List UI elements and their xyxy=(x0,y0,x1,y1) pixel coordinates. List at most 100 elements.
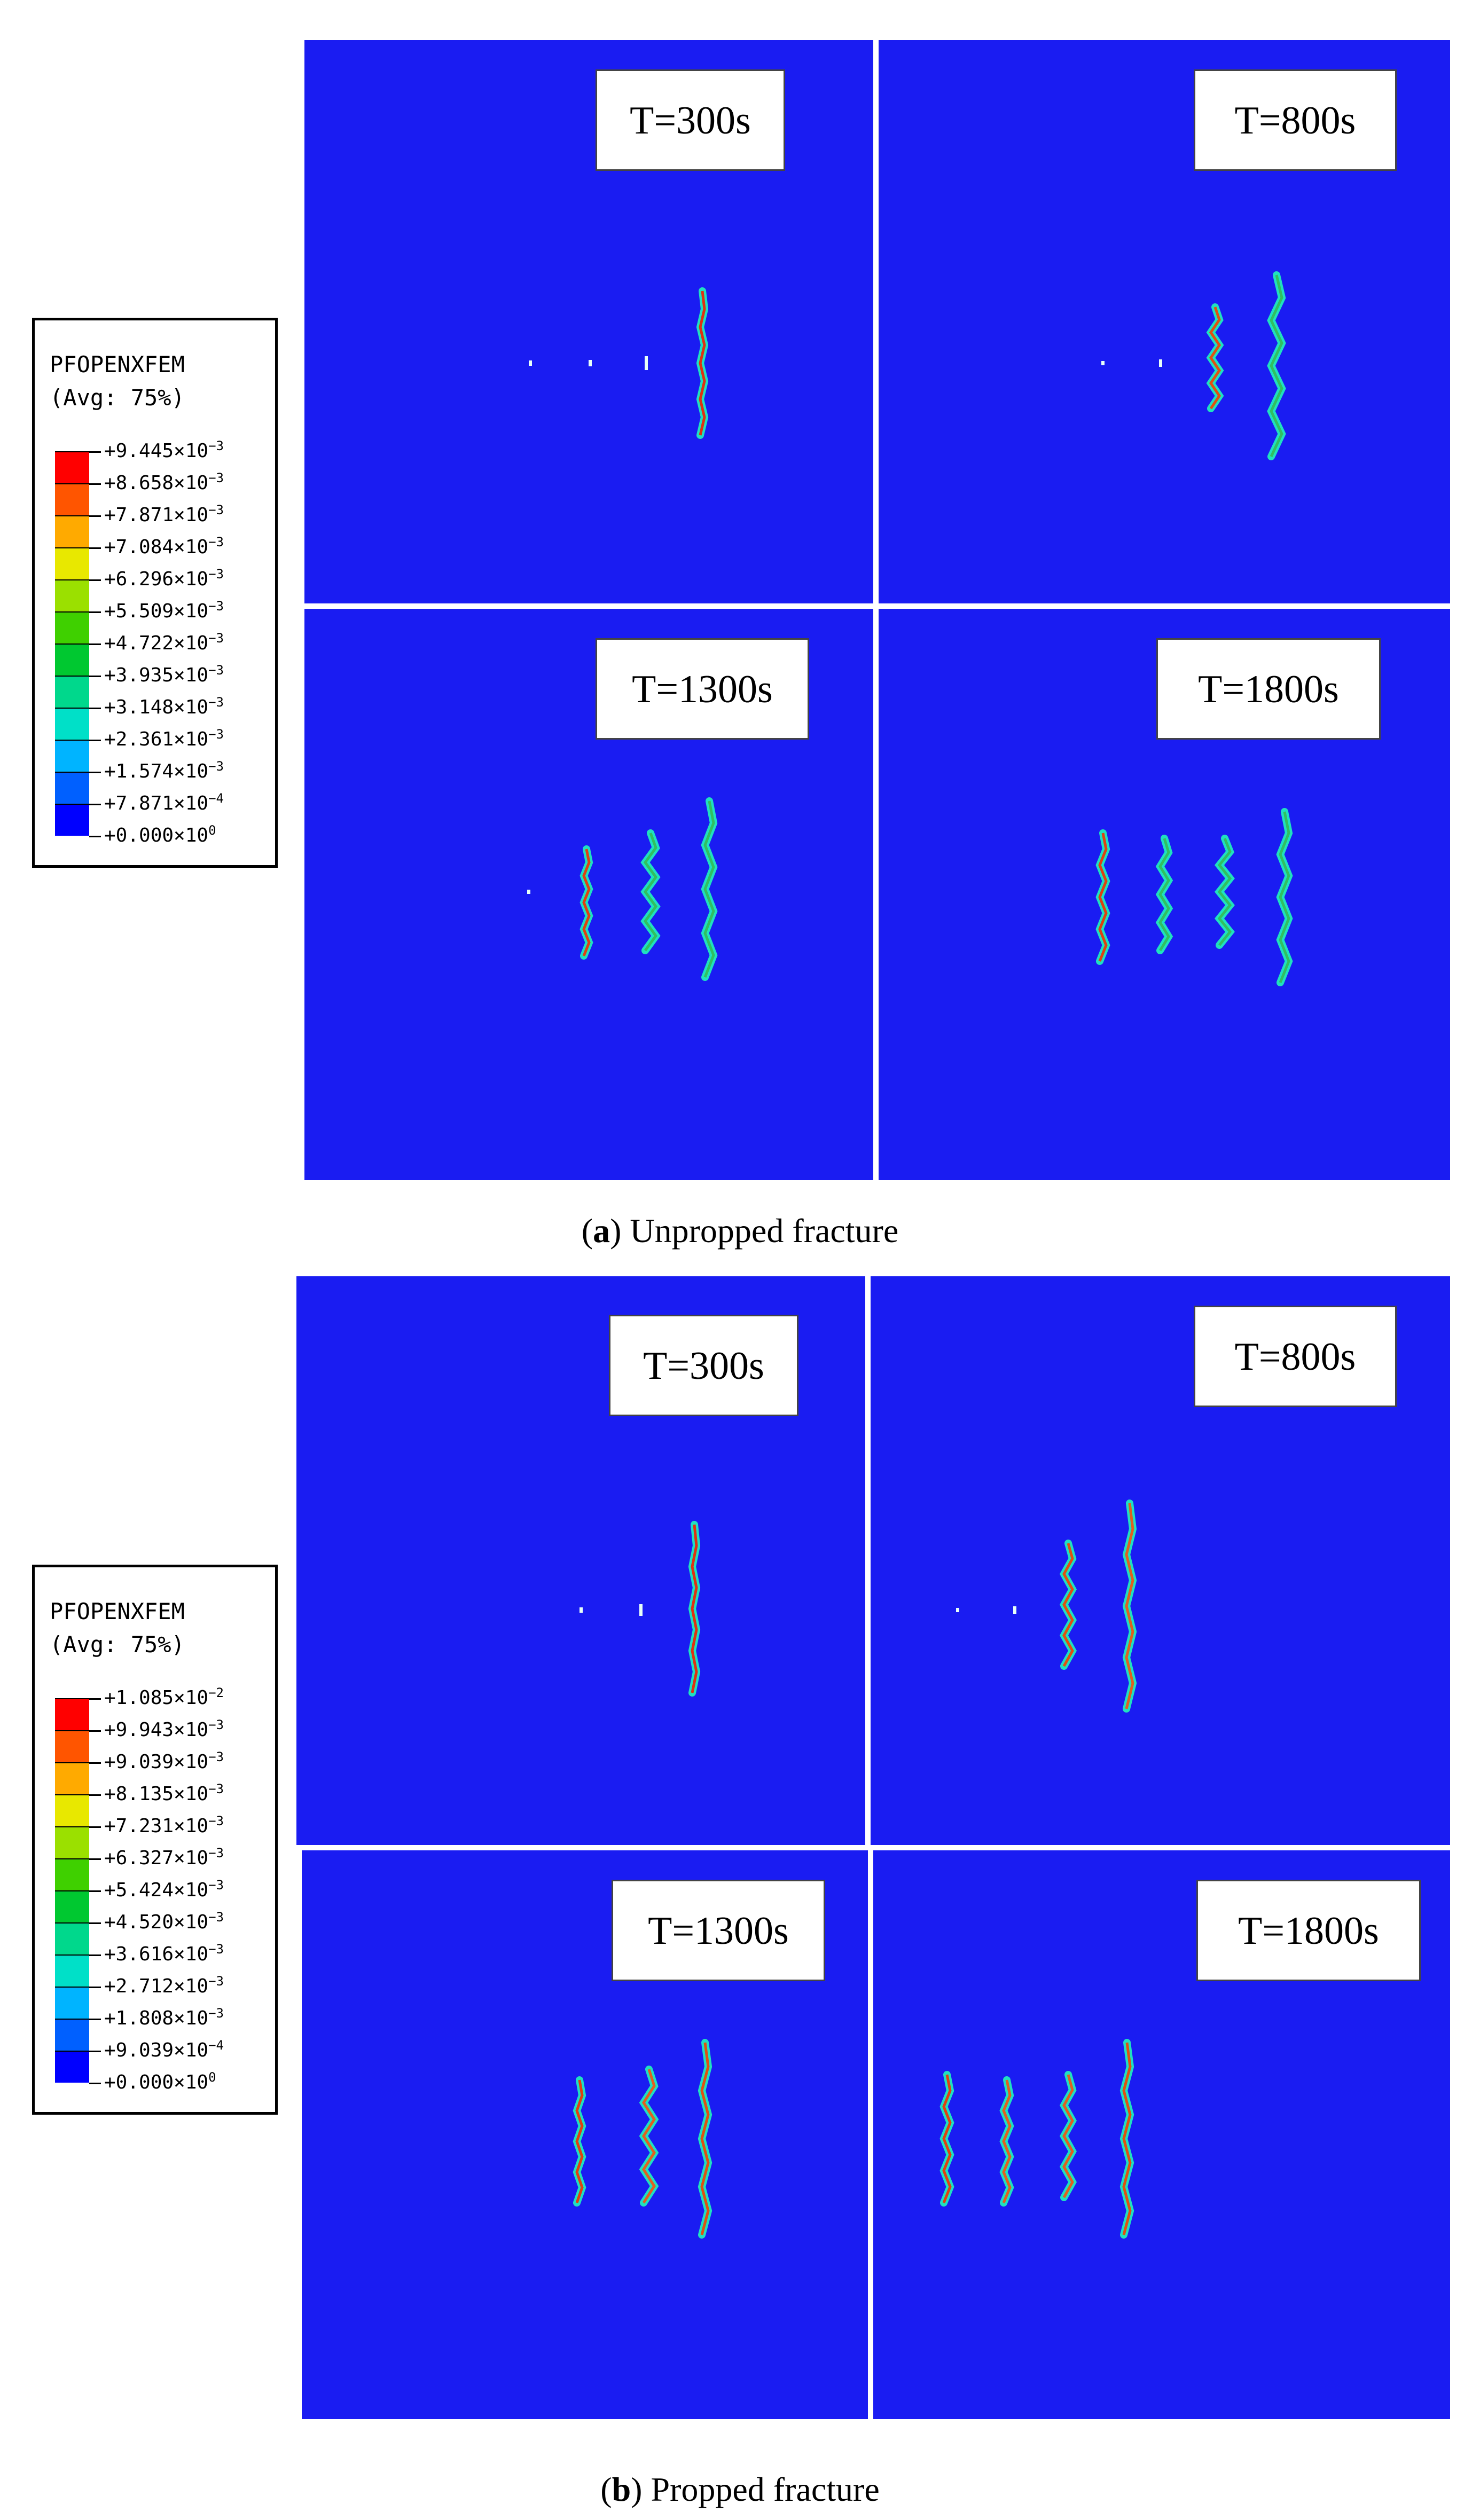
legend-color-band xyxy=(55,1698,89,1730)
caption-letter: a xyxy=(593,1212,610,1250)
fracture-seed xyxy=(639,1604,643,1616)
legend-color-band xyxy=(55,740,89,772)
legend-color-band xyxy=(55,1826,89,1858)
legend-tick xyxy=(89,2019,101,2020)
legend-tick xyxy=(89,1826,101,1828)
fracture-trace xyxy=(1122,1500,1137,1713)
legend-scale: +1.085×10−2 +9.943×10−3 +9.039×10−3 +8.135×… xyxy=(55,1686,279,2093)
legend-color-band xyxy=(55,772,89,804)
legend-tick xyxy=(89,1987,101,1988)
fracture-field xyxy=(956,1500,1137,1713)
fracture-trace xyxy=(1206,303,1224,412)
legend-tick xyxy=(89,579,101,581)
caption-text: Propped fracture xyxy=(651,2470,880,2508)
legend-level-label: +4.722×10−3 xyxy=(104,631,224,654)
legend-color-band xyxy=(55,451,89,483)
fracture-trace xyxy=(1059,1540,1077,1670)
legend-color-band xyxy=(55,611,89,643)
legend-color-band xyxy=(55,708,89,740)
panel-t1300: T=1300s xyxy=(304,609,873,1180)
legend-level-label: +2.361×10−3 xyxy=(104,727,224,750)
legend-level-label: +9.445×10−3 xyxy=(104,438,224,462)
fracture-trace xyxy=(640,829,661,954)
fracture-trace xyxy=(573,2076,586,2207)
legend-tick xyxy=(89,2083,101,2084)
legend-color-band xyxy=(55,515,89,547)
legend-color-band xyxy=(55,2051,89,2083)
legend-scale: +9.445×10−3 +8.658×10−3 +7.871×10−3 +7.084×… xyxy=(55,439,279,846)
legend-level-label: +9.039×10−3 xyxy=(104,1749,224,1773)
legend-color-band xyxy=(55,1922,89,1954)
legend-level-label: +7.871×10−4 xyxy=(104,791,224,814)
caption-letter: b xyxy=(612,2470,631,2508)
legend-level-label: +5.509×10−3 xyxy=(104,599,224,622)
legend-color-band xyxy=(55,643,89,676)
legend-tick xyxy=(89,1954,101,1956)
time-label: T=300s xyxy=(609,1315,798,1416)
panel-t800: T=800s xyxy=(871,1276,1450,1845)
fracture-trace xyxy=(639,2066,659,2207)
fracture-seed xyxy=(529,360,532,366)
legend-color-band xyxy=(55,1954,89,1987)
fracture-trace xyxy=(999,2076,1014,2207)
fracture-field xyxy=(573,2039,712,2239)
section-propped: PFOPENXFEM (Avg: 75%) +1.085×10−2 +9.943×… xyxy=(0,1266,1480,2520)
legend-title: PFOPENXFEM xyxy=(50,1598,185,1624)
time-label: T=1300s xyxy=(612,1880,825,1981)
legend-level-label: +8.658×10−3 xyxy=(104,470,224,494)
legend-tick xyxy=(89,708,101,709)
panel-t800: T=800s xyxy=(879,40,1450,603)
legend-tick xyxy=(89,515,101,517)
legend-level-label: +7.231×10−3 xyxy=(104,1814,224,1837)
legend-level-label: +1.808×10−3 xyxy=(104,2006,224,2029)
color-legend: PFOPENXFEM (Avg: 75%) +9.445×10−3 +8.658×… xyxy=(32,318,278,868)
legend-color-band xyxy=(55,483,89,515)
legend-tick xyxy=(89,1762,101,1764)
legend-tick xyxy=(89,836,101,837)
legend-color-band xyxy=(55,1858,89,1890)
fracture-trace xyxy=(696,287,709,439)
legend-level-label: +9.943×10−3 xyxy=(104,1717,224,1741)
legend-level-label: +0.000×100 xyxy=(104,2070,216,2093)
fracture-seed xyxy=(589,360,592,366)
legend-color-band xyxy=(55,1730,89,1762)
legend-color-band xyxy=(55,1890,89,1922)
caption-text: Unpropped fracture xyxy=(630,1212,899,1250)
legend-level-label: +9.039×10−4 xyxy=(104,2038,224,2061)
fracture-trace xyxy=(701,797,718,981)
caption: (a) Unpropped fracture xyxy=(581,1212,899,1250)
panel-t1800: T=1800s xyxy=(873,1850,1450,2419)
legend-tick xyxy=(89,547,101,549)
legend-tick xyxy=(89,1858,101,1860)
color-legend: PFOPENXFEM (Avg: 75%) +1.085×10−2 +9.943×… xyxy=(32,1565,278,2115)
fracture-seed xyxy=(527,890,530,894)
legend-level-label: +4.520×10−3 xyxy=(104,1910,224,1933)
fracture-seed xyxy=(580,1607,583,1613)
legend-tick xyxy=(89,483,101,485)
legend-tick xyxy=(89,1922,101,1924)
fracture-seed xyxy=(1101,361,1105,365)
legend-tick xyxy=(89,1698,101,1700)
panel-t300: T=300s xyxy=(304,40,873,603)
legend-level-label: +3.935×10−3 xyxy=(104,663,224,686)
time-label: T=1300s xyxy=(596,638,809,740)
fracture-trace xyxy=(1059,2071,1077,2201)
fracture-trace xyxy=(1119,2039,1134,2239)
legend-color-band xyxy=(55,804,89,836)
legend-color-band xyxy=(55,579,89,611)
panel-t1800: T=1800s xyxy=(879,609,1450,1180)
fracture-field xyxy=(1101,271,1286,460)
legend-level-label: +2.712×10−3 xyxy=(104,1974,224,1997)
legend-color-band xyxy=(55,547,89,579)
legend-level-label: +6.327×10−3 xyxy=(104,1846,224,1869)
legend-tick xyxy=(89,1890,101,1892)
time-label: T=800s xyxy=(1194,69,1397,171)
fracture-trace xyxy=(688,1521,701,1697)
legend-color-band xyxy=(55,2019,89,2051)
legend-subtitle: (Avg: 75%) xyxy=(50,384,185,411)
legend-color-band xyxy=(55,1762,89,1794)
legend-color-band xyxy=(55,1987,89,2019)
fracture-field xyxy=(527,797,718,981)
fracture-trace xyxy=(1155,835,1173,954)
panel-t300: T=300s xyxy=(296,1276,865,1845)
